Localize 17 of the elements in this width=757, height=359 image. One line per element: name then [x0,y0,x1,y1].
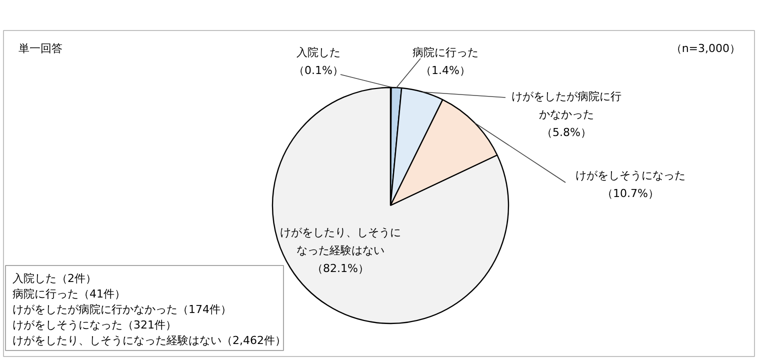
slice-label: けがをしたり、しそうになった経験はない [280,226,401,257]
text: けがをしたが病院に行かなかった（174件） [12,303,232,316]
slice-label: けがをしそうになった [576,169,686,182]
text: 入院した（2件） [12,272,96,285]
data-label: （82.1%） [312,262,369,275]
data-label: （1.4%） [420,64,470,77]
slice-label: 入院した [296,46,340,59]
slice-label: けがをしたが病院に行かなかった [512,90,622,121]
text: 単一回答 [18,42,62,55]
text: 病院に行った（41件） [12,288,126,300]
data-label: （10.7%） [602,187,659,200]
text: けがをしそうになった（321件） [12,318,176,332]
data-label: （5.8%） [542,126,592,139]
data-label: （0.1%） [294,64,344,77]
text: けがをしたり、しそうになった経験はない（2,462件） [12,334,286,347]
text: （n=3,000） [670,42,741,55]
slice-label: 病院に行った [412,46,478,59]
